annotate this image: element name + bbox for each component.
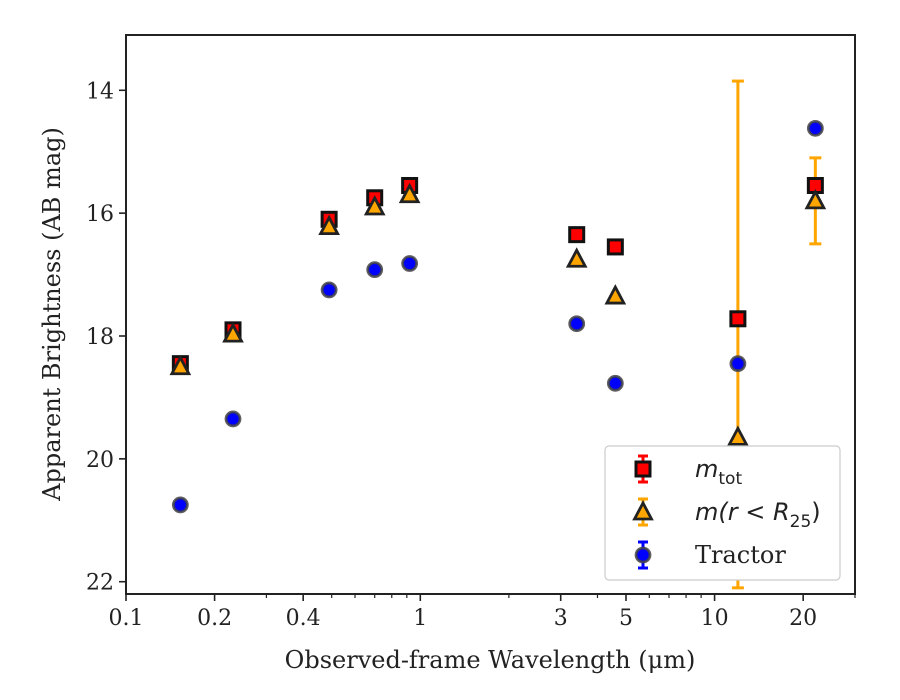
x-tick-label: 0.1 <box>109 606 144 631</box>
triangle-marker <box>169 354 192 376</box>
square-marker <box>568 226 586 244</box>
x-axis-label: Observed-frame Wavelength (μm) <box>285 646 696 674</box>
circle-marker <box>568 315 586 333</box>
circle-marker <box>806 119 824 137</box>
x-tick-label: 0.2 <box>197 606 232 631</box>
x-tick-label: 10 <box>701 606 729 631</box>
triangle-marker <box>804 188 827 210</box>
y-tick-label: 14 <box>86 79 114 104</box>
x-tick-label: 0.4 <box>286 606 321 631</box>
legend-items: mtot m(r < R25) Tractor <box>632 454 821 570</box>
circle-marker <box>320 281 338 299</box>
x-tick-label: 20 <box>789 606 817 631</box>
data-markers <box>169 119 827 514</box>
y-axis-label: Apparent Brightness (AB mag) <box>38 127 66 502</box>
y-axis-ticks: 14 16 18 20 22 <box>86 79 126 596</box>
y-tick-label: 16 <box>86 202 114 227</box>
triangle-marker <box>398 182 421 204</box>
triangle-marker <box>363 195 386 216</box>
triangle-marker <box>222 322 244 343</box>
triangle-marker <box>565 247 588 268</box>
x-tick-label: 3 <box>554 606 568 631</box>
legend-square-marker <box>634 460 652 478</box>
y-tick-label: 20 <box>86 448 114 473</box>
circle-marker <box>224 410 242 428</box>
legend-label: Tractor <box>695 541 786 569</box>
square-marker <box>606 238 624 256</box>
x-tick-label: 5 <box>619 606 633 631</box>
triangle-marker <box>318 214 340 236</box>
y-tick-label: 22 <box>86 571 114 596</box>
legend-label: mtot <box>695 455 742 489</box>
legend-label: m(r < R25) <box>695 498 821 532</box>
legend-box <box>604 445 841 581</box>
y-tick-label: 18 <box>86 325 114 350</box>
circle-marker <box>171 496 189 514</box>
x-axis-ticks: 0.1 0.2 0.4 1 3 5 10 20 <box>109 594 856 631</box>
triangle-marker <box>727 425 749 446</box>
circle-marker <box>606 374 624 392</box>
circle-marker <box>366 261 384 279</box>
triangle-marker <box>604 284 627 305</box>
legend-triangle-marker <box>632 500 654 521</box>
legend-circle-marker <box>634 546 652 564</box>
x-tick-label: 1 <box>413 606 427 631</box>
circle-marker <box>729 355 747 373</box>
square-marker <box>729 310 747 328</box>
circle-marker <box>401 255 419 272</box>
legend: mtot m(r < R25) Tractor <box>604 445 841 581</box>
